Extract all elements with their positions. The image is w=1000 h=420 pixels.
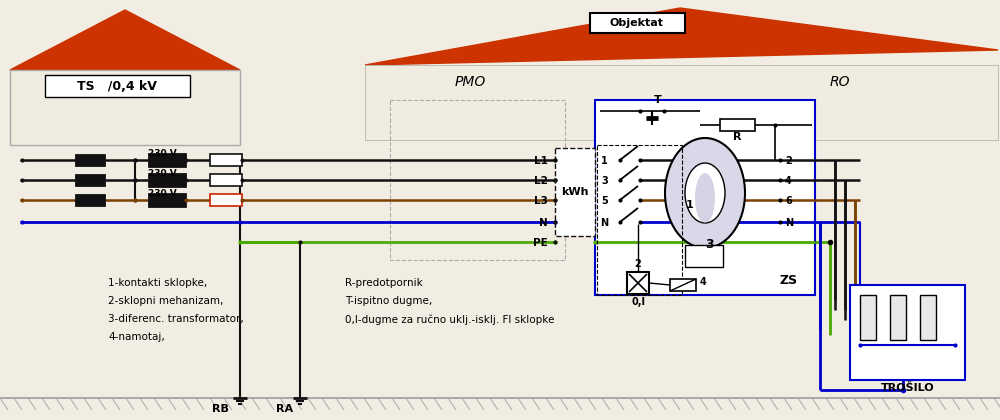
Text: RB: RB [212, 404, 228, 414]
Bar [75, 194, 105, 206]
Text: 1: 1 [686, 200, 694, 210]
Text: 6: 6 [785, 196, 792, 206]
Text: N: N [785, 218, 793, 228]
Bar [45, 75, 190, 97]
Bar [148, 193, 186, 207]
Text: R: R [733, 132, 742, 142]
Text: N: N [600, 218, 608, 228]
Text: N: N [539, 218, 548, 228]
Bar [148, 153, 186, 167]
Bar [685, 245, 723, 267]
Bar [210, 194, 242, 206]
Bar [555, 148, 595, 236]
Bar [365, 65, 998, 140]
Bar [920, 295, 936, 340]
Text: 4: 4 [700, 277, 707, 287]
Text: 230 V: 230 V [148, 169, 177, 178]
Text: T: T [654, 95, 662, 105]
Text: 1: 1 [601, 156, 608, 166]
Bar [850, 285, 965, 380]
Bar [627, 272, 649, 294]
Text: 230 V: 230 V [148, 189, 177, 198]
Text: 3: 3 [706, 238, 714, 251]
Bar [890, 295, 906, 340]
Bar [597, 145, 682, 295]
Text: TROŠILO: TROŠILO [881, 383, 934, 393]
Text: L2: L2 [534, 176, 548, 186]
Polygon shape [10, 10, 240, 70]
Text: T-ispitno dugme,: T-ispitno dugme, [345, 296, 432, 306]
Bar [10, 70, 240, 145]
Ellipse shape [665, 138, 745, 248]
Text: 4: 4 [785, 176, 792, 186]
Text: 5: 5 [601, 196, 608, 206]
Text: 230 V: 230 V [148, 149, 177, 158]
Bar [590, 13, 685, 33]
Bar [670, 279, 696, 291]
Text: PE: PE [533, 238, 548, 248]
Text: R-predotpornik: R-predotpornik [345, 278, 423, 288]
Text: 1-kontakti sklopke,: 1-kontakti sklopke, [108, 278, 207, 288]
Ellipse shape [695, 173, 715, 223]
Text: 0,I-dugme za ručno uklj.-isklj. FI sklopke: 0,I-dugme za ručno uklj.-isklj. FI sklop… [345, 314, 554, 325]
Bar [75, 174, 105, 186]
Text: RO: RO [830, 75, 850, 89]
Text: TS   /0,4 kV: TS /0,4 kV [77, 79, 157, 92]
Text: kWh: kWh [561, 187, 589, 197]
Bar [595, 100, 815, 295]
Text: ZS: ZS [780, 274, 798, 287]
Text: 2: 2 [785, 156, 792, 166]
Text: 2: 2 [635, 259, 641, 269]
Text: Objektat: Objektat [610, 18, 664, 28]
Text: RA: RA [276, 404, 294, 414]
Text: 2-sklopni mehanizam,: 2-sklopni mehanizam, [108, 296, 223, 306]
Ellipse shape [685, 163, 725, 223]
Text: L3: L3 [534, 196, 548, 206]
Bar [148, 173, 186, 187]
Text: 0,I: 0,I [631, 297, 645, 307]
Bar [860, 295, 876, 340]
Polygon shape [365, 8, 998, 65]
Text: 3: 3 [601, 176, 608, 186]
Text: PMO: PMO [454, 75, 486, 89]
Bar [390, 100, 565, 260]
Text: 4-namotaj,: 4-namotaj, [108, 332, 165, 342]
Bar [210, 174, 242, 186]
Bar [75, 154, 105, 166]
Text: L1: L1 [534, 156, 548, 166]
Bar [210, 154, 242, 166]
Text: 3-diferenc. transformator,: 3-diferenc. transformator, [108, 314, 244, 324]
Bar [720, 119, 755, 131]
